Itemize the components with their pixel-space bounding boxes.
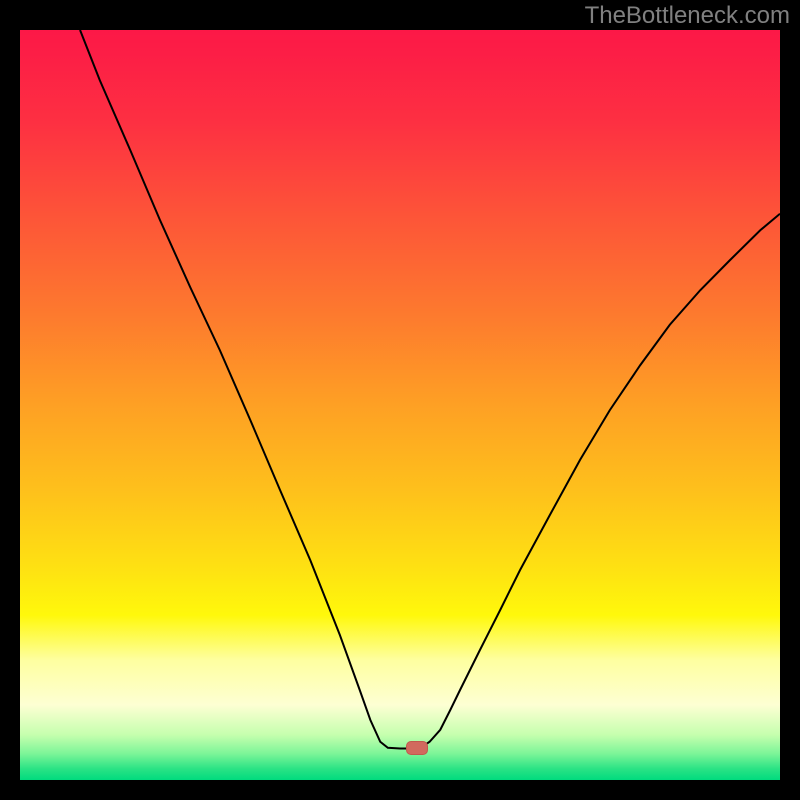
watermark-text: TheBottleneck.com bbox=[585, 2, 790, 30]
optimal-point-marker bbox=[406, 741, 428, 755]
bottleneck-chart bbox=[20, 30, 780, 780]
bottleneck-curve bbox=[20, 30, 780, 780]
